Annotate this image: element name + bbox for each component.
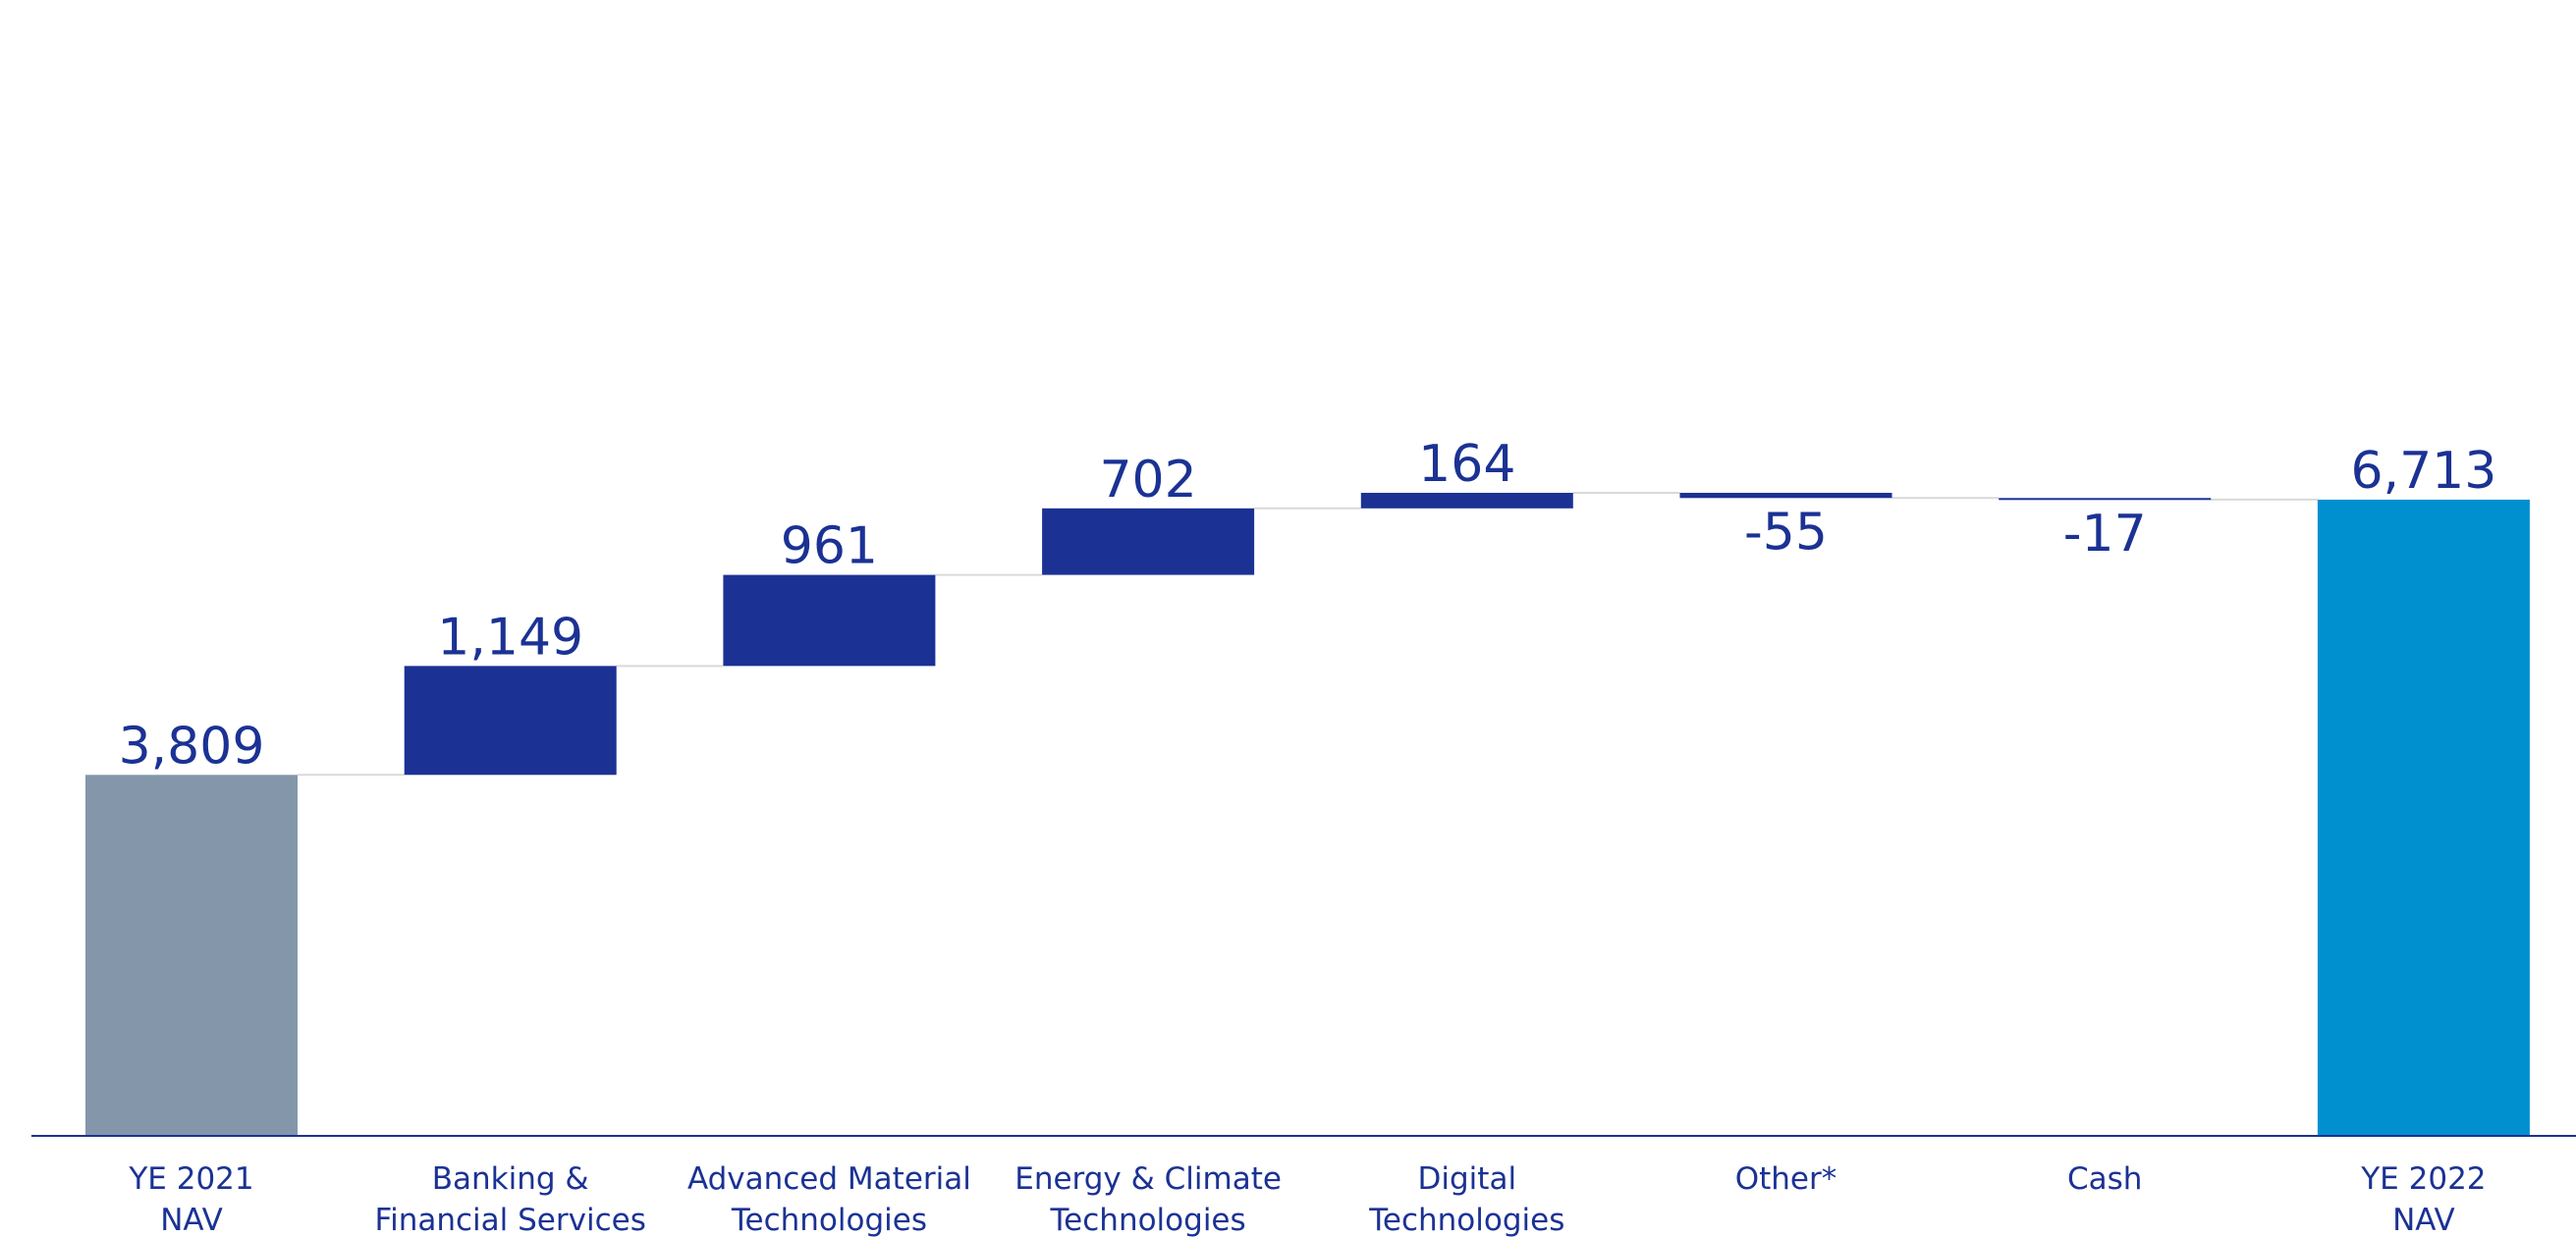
category-label-6: Other* <box>1735 1161 1837 1197</box>
category-label-8: YE 2022 NAV <box>2360 1161 2486 1237</box>
bar-1 <box>85 775 298 1136</box>
bar-2 <box>404 666 617 776</box>
category-label-line: Financial Services <box>375 1203 646 1237</box>
category-label-line: NAV <box>2392 1203 2455 1237</box>
value-label-2: 1,149 <box>437 608 583 667</box>
category-label-line: Technologies <box>731 1203 927 1237</box>
bar-7 <box>1999 498 2212 501</box>
bar-6 <box>1679 492 1892 499</box>
value-label-4: 702 <box>1099 451 1196 510</box>
bar-8 <box>2317 499 2530 1136</box>
category-label-line: Technologies <box>1050 1203 1246 1237</box>
category-label-line: Other* <box>1735 1161 1837 1197</box>
category-label-2: Banking & Financial Services <box>375 1161 646 1237</box>
category-label-1: YE 2021 NAV <box>128 1161 253 1237</box>
category-label-7: Cash <box>2067 1161 2142 1197</box>
bar-3 <box>723 574 936 667</box>
connector-lines <box>298 491 2318 777</box>
value-labels-group: 3,809 1,149 961 702 164 -55 -17 6,713 <box>119 435 2497 776</box>
category-label-4: Energy & Climate Technologies <box>1014 1161 1282 1237</box>
bar-5 <box>1360 492 1573 509</box>
value-label-7: -17 <box>2063 505 2147 564</box>
value-label-5: 164 <box>1418 435 1515 494</box>
category-label-line: Technologies <box>1368 1203 1564 1237</box>
value-label-6: -55 <box>1744 503 1828 562</box>
category-label-line: Digital <box>1418 1161 1517 1197</box>
value-label-3: 961 <box>781 517 878 576</box>
bars-group <box>85 492 2530 1136</box>
category-label-line: Energy & Climate <box>1014 1161 1282 1197</box>
category-label-line: Banking & <box>432 1161 589 1197</box>
category-label-line: YE 2021 <box>128 1161 253 1197</box>
value-label-8: 6,713 <box>2350 442 2496 501</box>
category-label-line: NAV <box>160 1203 223 1237</box>
category-labels-group: YE 2021 NAV Banking & Financial Services Adv… <box>128 1161 2486 1237</box>
category-label-line: YE 2022 <box>2360 1161 2486 1197</box>
value-label-1: 3,809 <box>119 717 265 776</box>
bar-4 <box>1042 508 1255 575</box>
category-label-line: Cash <box>2067 1161 2142 1197</box>
category-label-3: Advanced Material Technologies <box>687 1161 971 1237</box>
category-label-line: Advanced Material <box>687 1161 971 1197</box>
category-label-5: Digital Technologies <box>1368 1161 1564 1237</box>
